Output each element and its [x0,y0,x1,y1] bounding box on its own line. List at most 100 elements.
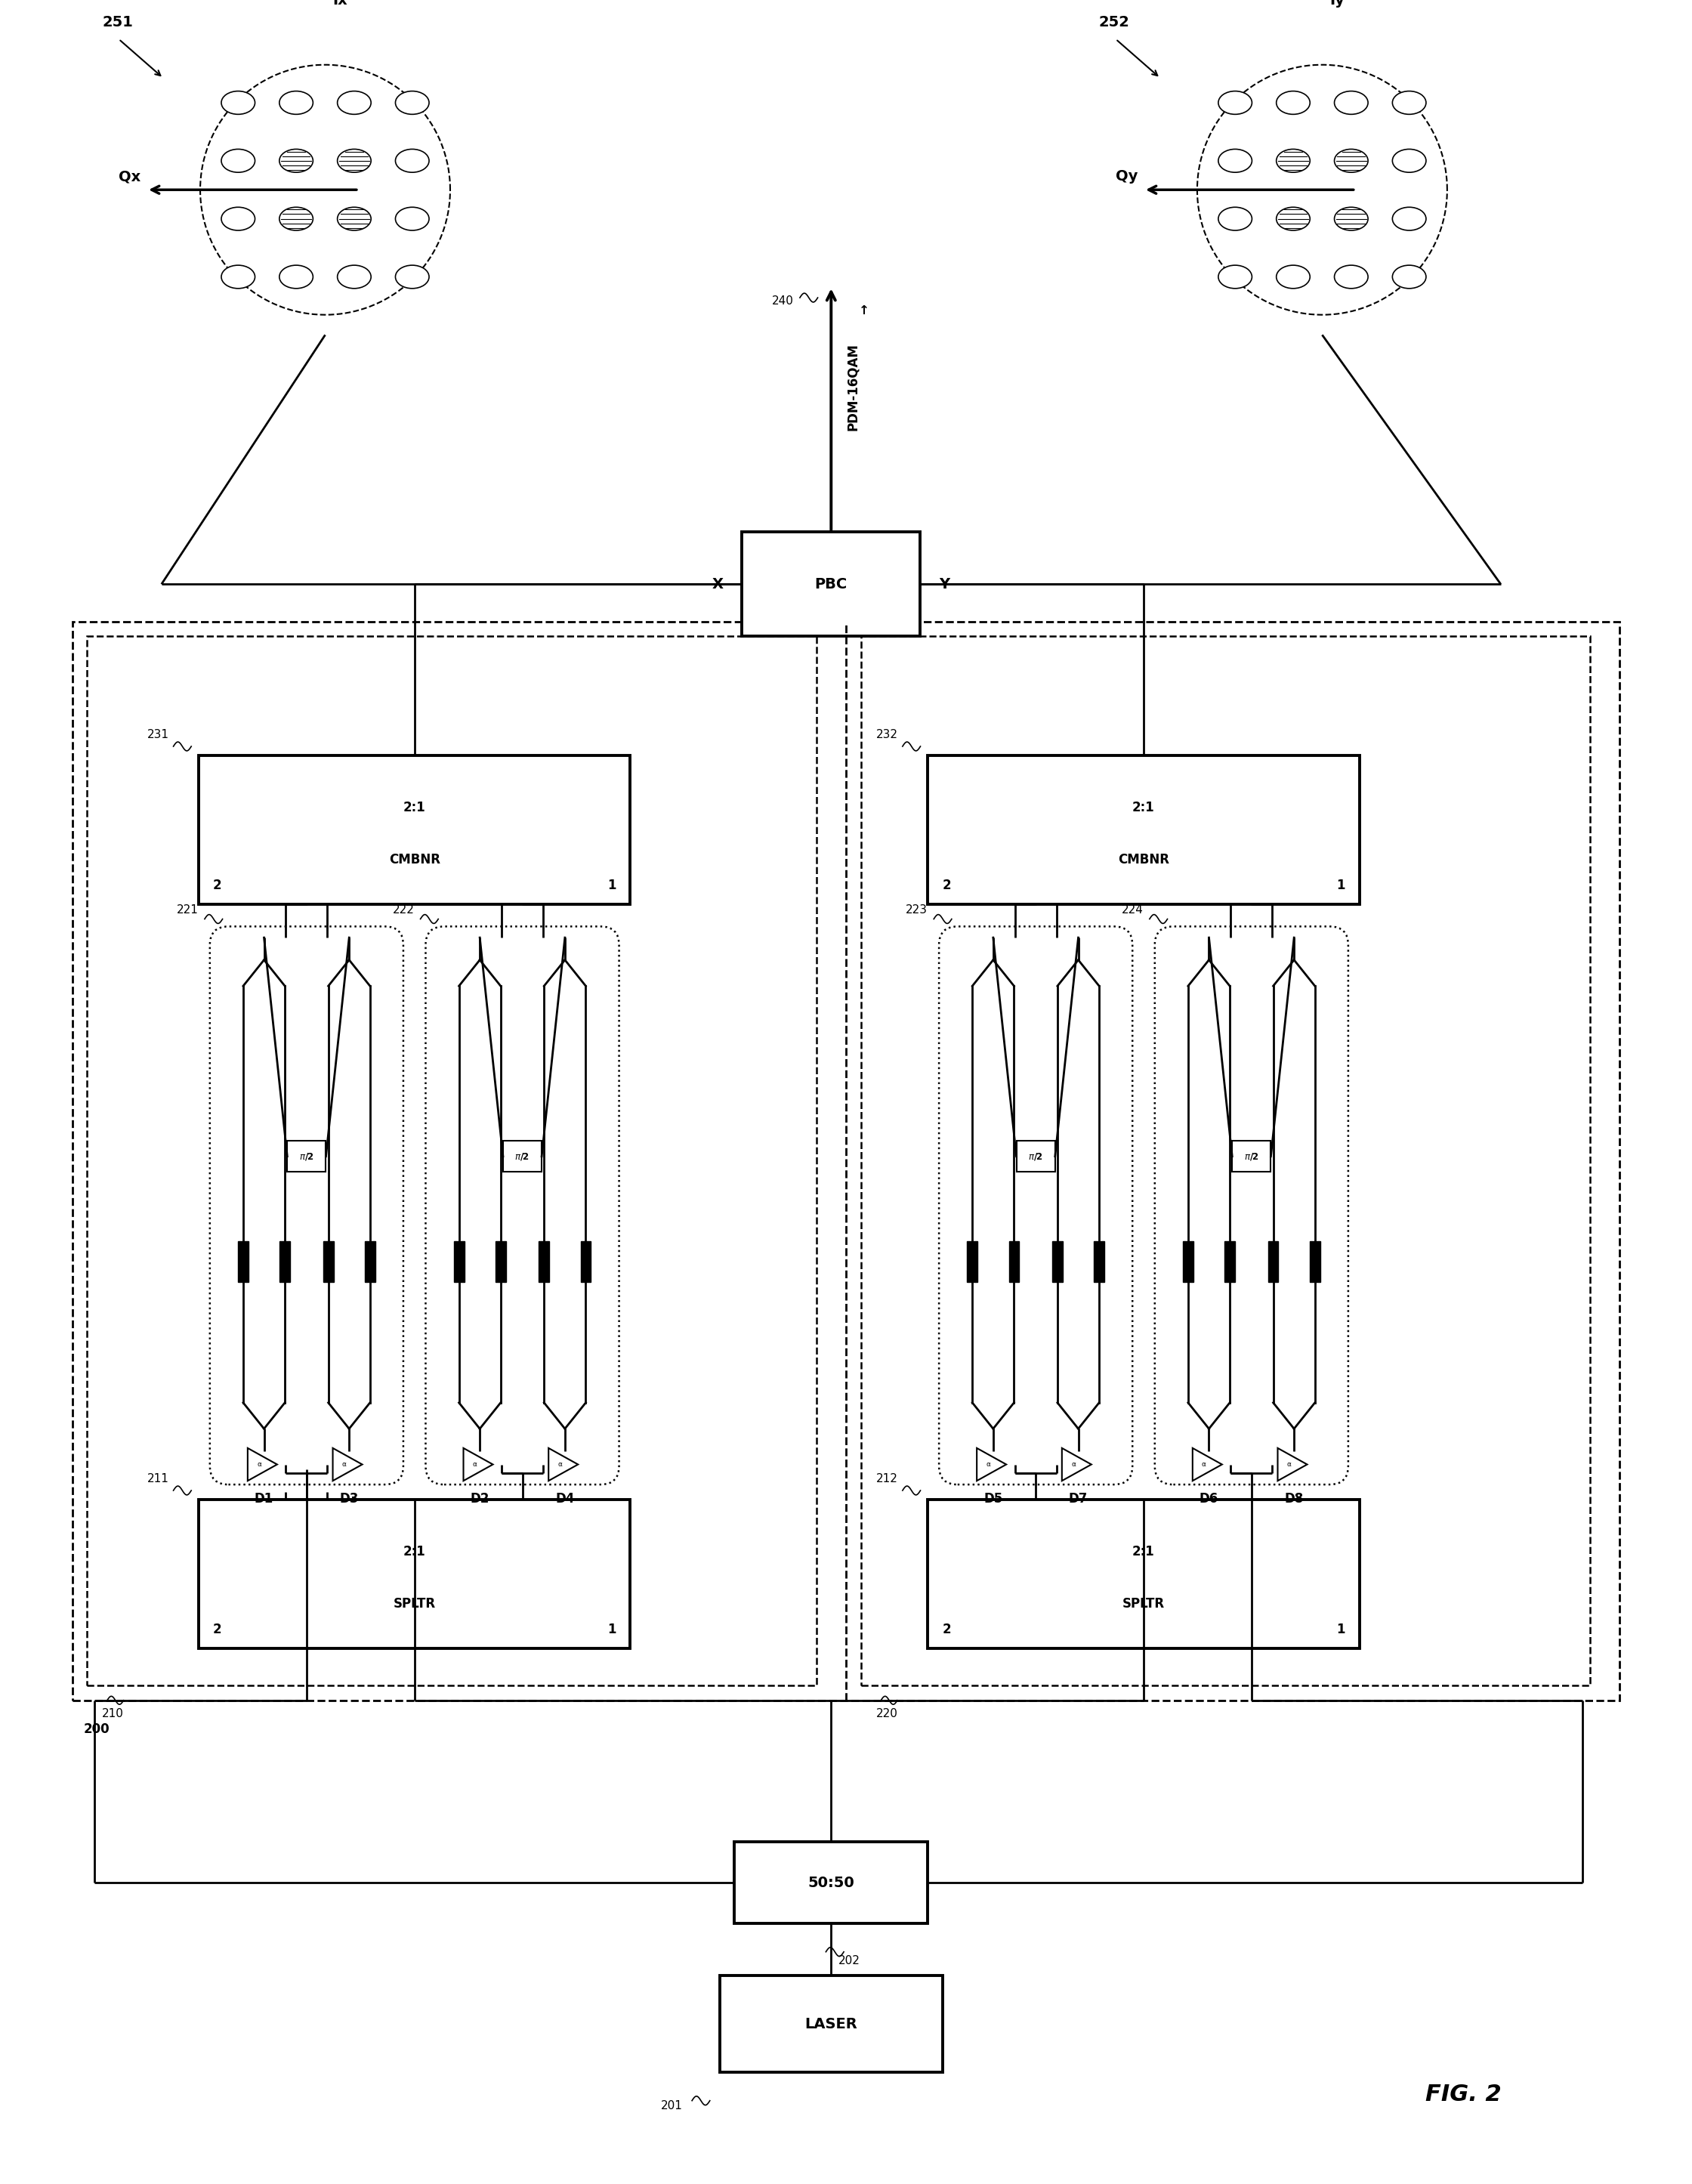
Ellipse shape [222,92,255,114]
Ellipse shape [396,264,430,288]
Bar [288,1140,327,1173]
Polygon shape [1193,1448,1222,1481]
Text: 1: 1 [1337,1623,1345,1636]
Text: 200: 200 [83,1723,110,1736]
Text: $\pi$/2: $\pi$/2 [299,1151,315,1162]
Text: 2: 2 [942,878,951,893]
Text: Qy: Qy [1115,170,1139,183]
Text: 2:1: 2:1 [403,1544,426,1559]
Ellipse shape [396,207,430,229]
Ellipse shape [1335,264,1369,288]
Text: D3: D3 [340,1492,359,1505]
Bar [741,533,920,636]
Text: 232: 232 [876,729,898,740]
Text: →: → [858,304,871,314]
Ellipse shape [1218,207,1252,229]
Text: $\pi$/2: $\pi$/2 [1029,1151,1044,1162]
Text: D4: D4 [555,1492,575,1505]
Bar [1310,1241,1320,1282]
Ellipse shape [337,149,371,173]
Text: 2:1: 2:1 [1132,802,1156,815]
Text: PDM-16QAM: PDM-16QAM [846,343,860,430]
Text: α: α [257,1461,261,1468]
Bar [1267,1241,1279,1282]
Bar [239,1241,249,1282]
Text: 251: 251 [102,15,134,31]
Text: 50:50: 50:50 [807,1876,854,1889]
Bar [734,1841,927,1924]
Ellipse shape [1335,207,1369,229]
Text: 211: 211 [147,1474,169,1485]
Text: SPLTR: SPLTR [393,1597,435,1610]
Text: α: α [1071,1461,1076,1468]
Bar [927,1500,1359,1649]
Bar [86,636,816,1686]
Ellipse shape [222,207,255,229]
Ellipse shape [1276,264,1310,288]
Text: 222: 222 [393,904,415,915]
Bar [1052,1241,1063,1282]
Polygon shape [1277,1448,1308,1481]
Text: α: α [472,1461,477,1468]
Text: α: α [1201,1461,1206,1468]
Ellipse shape [1218,264,1252,288]
Text: 2: 2 [213,878,222,893]
Text: 252: 252 [1100,15,1130,31]
Ellipse shape [222,149,255,173]
Text: D8: D8 [1284,1492,1303,1505]
FancyBboxPatch shape [426,926,619,1485]
Text: FIG. 2: FIG. 2 [1425,2084,1501,2105]
Bar [503,1140,541,1173]
FancyBboxPatch shape [1154,926,1349,1485]
Bar [1008,1241,1019,1282]
Bar [365,1241,376,1282]
Ellipse shape [279,264,313,288]
Text: PBC: PBC [816,577,848,592]
Text: D1: D1 [254,1492,274,1505]
Text: 231: 231 [147,729,169,740]
Text: α: α [1288,1461,1291,1468]
Bar [73,622,1619,1701]
Bar [323,1241,333,1282]
Ellipse shape [1276,149,1310,173]
Text: $\pi$/2: $\pi$/2 [1244,1151,1259,1162]
Bar [719,1977,942,2073]
Bar [1225,1241,1235,1282]
Bar [279,1241,289,1282]
Ellipse shape [1218,149,1252,173]
Text: 221: 221 [178,904,198,915]
Text: 240: 240 [772,295,794,308]
Polygon shape [548,1448,579,1481]
Ellipse shape [1276,207,1310,229]
Ellipse shape [279,92,313,114]
Ellipse shape [279,149,313,173]
Text: Ix: Ix [333,0,347,7]
Bar [198,1500,629,1649]
Ellipse shape [337,264,371,288]
Text: 223: 223 [905,904,927,915]
Ellipse shape [1393,207,1426,229]
Ellipse shape [337,207,371,229]
Text: 2:1: 2:1 [1132,1544,1156,1559]
Bar [198,756,629,904]
Text: LASER: LASER [805,2016,858,2031]
Text: Qx: Qx [118,170,140,183]
Text: Y: Y [939,577,949,592]
Bar [496,1241,506,1282]
Ellipse shape [1335,92,1369,114]
Text: α: α [986,1461,990,1468]
Text: 210: 210 [102,1708,124,1719]
Polygon shape [247,1448,277,1481]
Text: $\pi$/2: $\pi$/2 [514,1151,530,1162]
Text: D2: D2 [470,1492,489,1505]
Ellipse shape [396,149,430,173]
Text: 2:1: 2:1 [403,802,426,815]
Polygon shape [1063,1448,1091,1481]
Ellipse shape [279,207,313,229]
Text: Iy: Iy [1330,0,1345,7]
FancyBboxPatch shape [939,926,1132,1485]
Text: 2: 2 [213,1623,222,1636]
Ellipse shape [1393,92,1426,114]
Bar [927,756,1359,904]
Text: D5: D5 [983,1492,1003,1505]
